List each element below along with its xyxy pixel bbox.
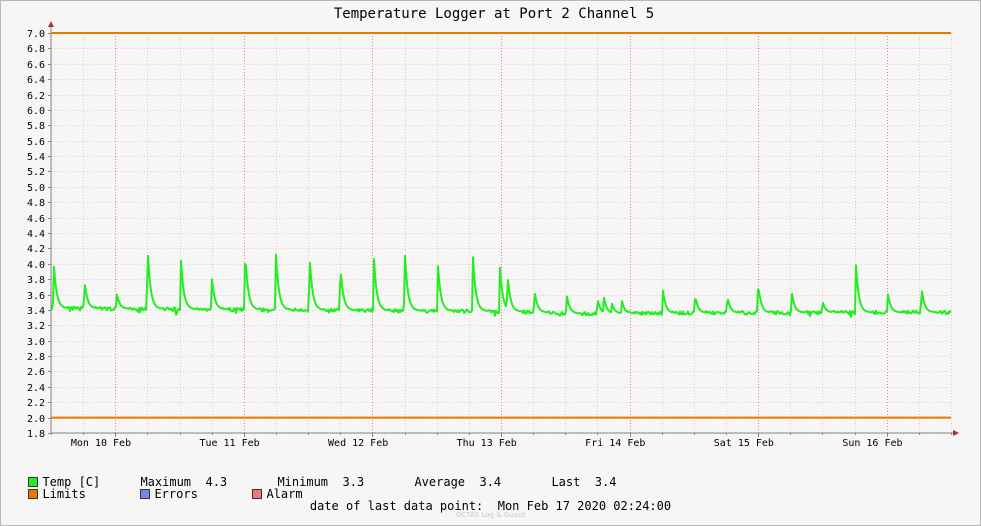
y-tick-label: 6.0 [27,106,45,117]
errors-swatch [140,488,151,499]
last-data-point: date of last data point: Mon Feb 17 2020… [309,499,672,513]
y-tick-label: 1.8 [27,429,45,440]
y-tick-label: 3.6 [27,291,45,302]
temp-series-line [50,253,952,319]
x-axis-ticks: Mon 10 Feb Tue 11 Feb Wed 12 Feb Thu 13 Feb… [51,433,952,449]
y-tick-label: 2.8 [27,352,45,363]
y-tick-label: 7.0 [27,29,45,40]
grid [51,33,952,434]
y-tick-label: 5.0 [27,183,45,194]
y-tick-label: 6.8 [27,44,45,55]
axes [48,21,959,436]
y-tick-label: 4.6 [27,214,45,225]
y-tick-label: 5.8 [27,121,45,132]
y-tick-label: 2.0 [27,414,45,425]
x-tick-label: Sat 15 Feb [714,438,774,449]
legend-temp-label: Temp [C] [42,475,101,489]
y-tick-label: 3.4 [27,306,45,317]
y-tick-label: 6.2 [27,91,45,102]
legend-limits-label: Limits [42,487,86,501]
limits-swatch [28,488,39,499]
legend-minimum: Minimum 3.3 [277,475,365,489]
x-tick-label: Tue 11 Feb [199,438,259,449]
x-tick-label: Sun 16 Feb [842,438,902,449]
alarm-swatch [252,488,263,499]
y-tick-label: 2.2 [27,398,45,409]
legend-errors-label: Errors [154,487,198,501]
limit-lines [51,32,951,419]
y-tick-label: 4.0 [27,260,45,271]
legend-row-temp: Temp [C] Maximum 4.3 Minimum 3.3 Average 3.… [14,464,616,488]
legend-last: Last 3.4 [551,475,617,489]
y-tick-label: 3.0 [27,337,45,348]
x-axis-arrow [953,430,959,436]
legend-maximum: Maximum 4.3 [140,475,228,489]
y-axis-ticks: 1.8 2.0 2.2 2.4 2.6 2.8 3.0 3.2 3.4 3.6 3.8 4.0 4.2 4… [27,29,51,440]
x-tick-label: Mon 10 Feb [71,438,131,449]
y-tick-label: 4.2 [27,244,45,255]
legend-alarm-label: Alarm [266,487,303,501]
y-tick-label: 3.2 [27,321,45,332]
y-axis-arrow [48,21,54,27]
watermark: OCTAS Log & Guard [455,511,526,519]
legend-row-status: Limits Errors Alarm [14,476,303,500]
y-tick-label: 2.4 [27,383,45,394]
temp-swatch [28,476,39,487]
y-tick-label: 6.6 [27,60,45,71]
x-tick-label: Fri 14 Feb [585,438,645,449]
legend-average: Average 3.4 [414,475,502,489]
y-tick-label: 4.4 [27,229,45,240]
y-tick-label: 5.4 [27,152,45,163]
x-tick-label: Wed 12 Feb [328,438,388,449]
y-tick-label: 4.8 [27,198,45,209]
series-layer [50,253,952,319]
y-tick-label: 2.6 [27,367,45,378]
y-tick-label: 3.8 [27,275,45,286]
y-tick-label: 5.2 [27,167,45,178]
chart-title: Temperature Logger at Port 2 Channel 5 [334,6,654,22]
x-tick-label: Thu 13 Feb [457,438,517,449]
y-tick-label: 5.6 [27,137,45,148]
y-tick-label: 6.4 [27,75,45,86]
